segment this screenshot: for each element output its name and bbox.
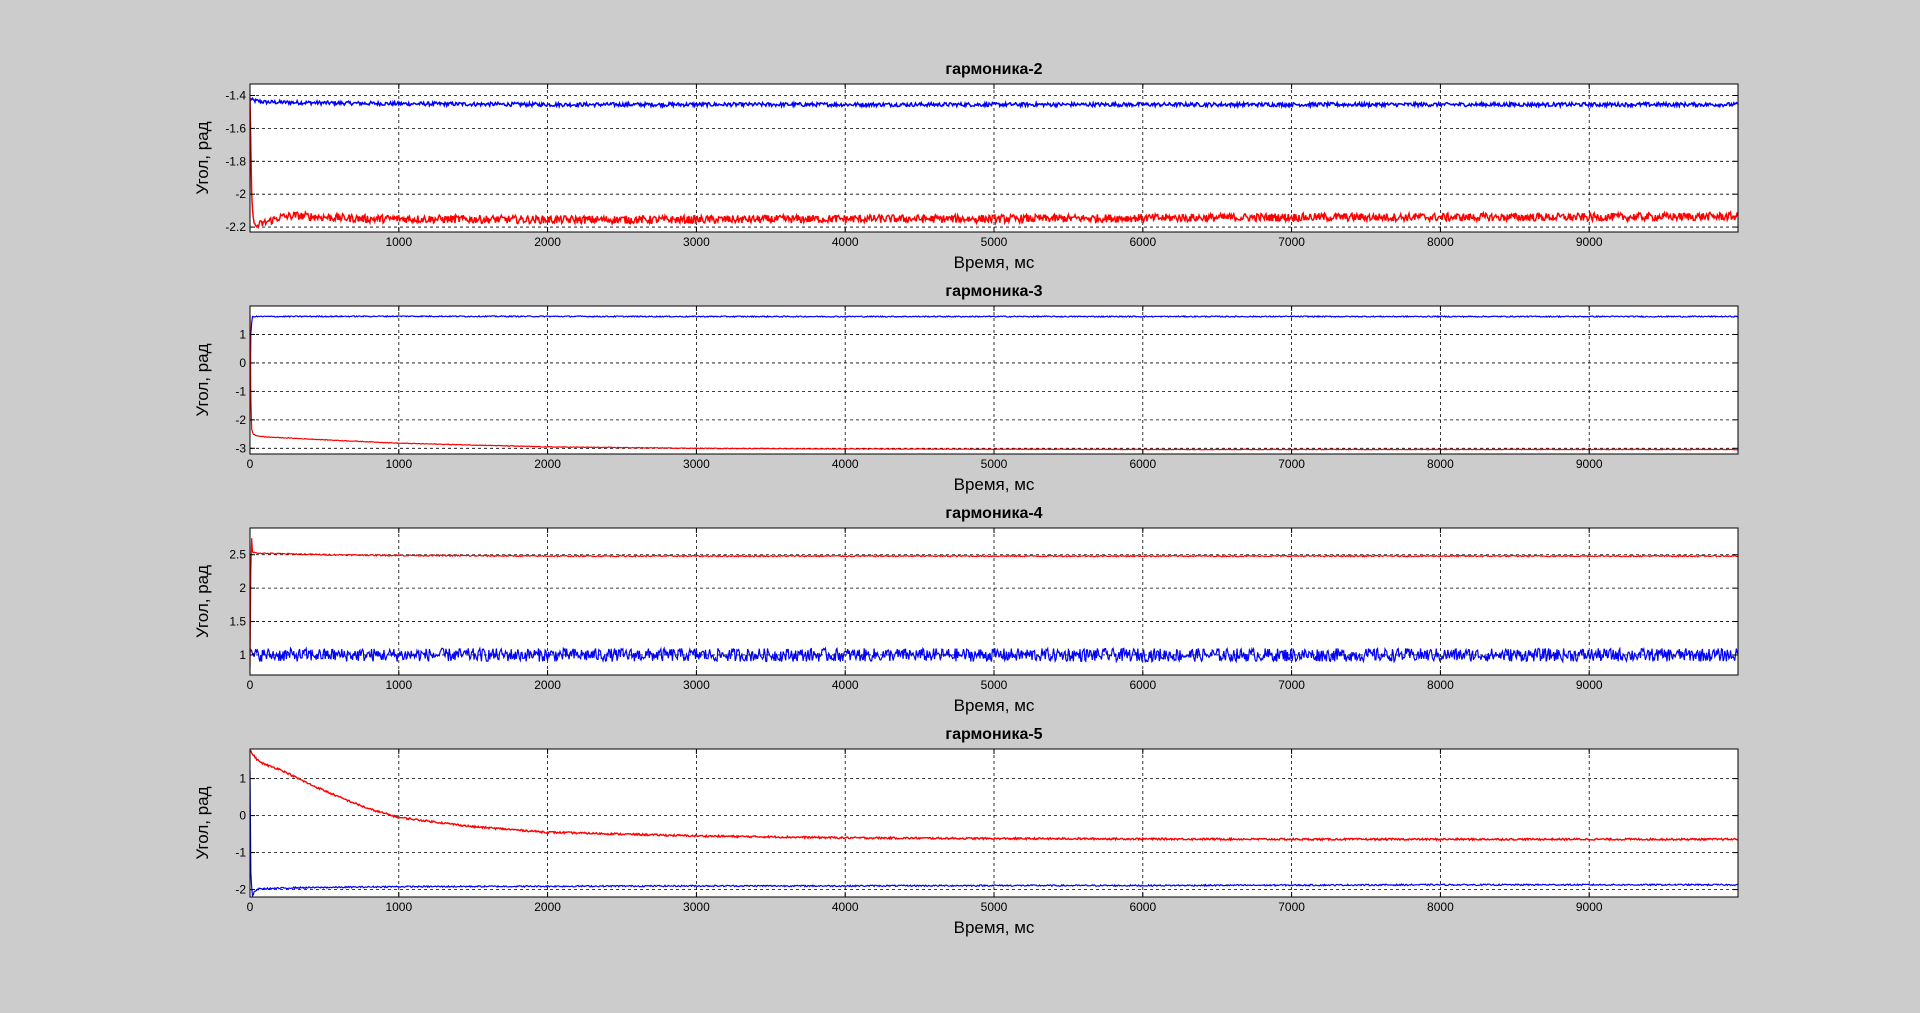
y-tick-label: -2.2	[225, 220, 246, 234]
x-tick-label: 4000	[832, 235, 859, 249]
series-line-2	[250, 750, 1738, 842]
x-tick-label: 0	[247, 457, 254, 471]
x-tick-label: 9000	[1576, 235, 1603, 249]
x-tick-label: 7000	[1278, 235, 1305, 249]
y-axis-label: Угол, рад	[193, 786, 212, 859]
x-tick-label: 2000	[534, 678, 561, 692]
y-tick-label: 2.5	[229, 548, 246, 562]
x-tick-label: 3000	[683, 900, 710, 914]
x-axis-label: Время, мс	[954, 253, 1035, 272]
x-tick-label: 9000	[1576, 678, 1603, 692]
y-tick-label: 2	[239, 581, 246, 595]
subplot-title: гармоника-3	[945, 283, 1042, 300]
x-tick-label: 3000	[683, 235, 710, 249]
x-tick-label: 2000	[534, 900, 561, 914]
x-tick-label: 6000	[1129, 678, 1156, 692]
y-tick-label: 1.5	[229, 615, 246, 629]
x-tick-label: 8000	[1427, 900, 1454, 914]
x-tick-label: 5000	[981, 678, 1008, 692]
x-tick-label: 2000	[534, 235, 561, 249]
x-tick-label: 0	[247, 900, 254, 914]
series-line-1	[250, 770, 1738, 897]
x-tick-label: 8000	[1427, 678, 1454, 692]
y-tick-label: -1	[235, 384, 246, 398]
y-axis-label: Угол, рад	[193, 343, 212, 416]
y-tick-label: -2	[235, 413, 246, 427]
subplot-2: 0 1000 2000 3000 4000 5000 6000 7000 8000 9000 -3 -…	[193, 283, 1739, 494]
y-axis-label: Угол, рад	[193, 121, 212, 194]
series-line-1	[250, 646, 1738, 664]
x-tick-label: 4000	[832, 900, 859, 914]
x-tick-label: 1000	[385, 900, 412, 914]
y-tick-label: 0	[239, 809, 246, 823]
y-tick-label: -1.6	[225, 121, 246, 135]
x-tick-label: 4000	[832, 678, 859, 692]
y-tick-label: -3	[235, 441, 246, 455]
x-tick-label: 6000	[1129, 900, 1156, 914]
subplot-3: 0 1000 2000 3000 4000 5000 6000 7000 8000 9000 1 1.…	[193, 505, 1739, 715]
x-tick-label: 9000	[1576, 900, 1603, 914]
series-line-1	[250, 96, 1738, 110]
subplot-title: гармоника-5	[945, 726, 1042, 743]
subplot-title: гармоника-2	[945, 61, 1042, 78]
x-tick-label: 7000	[1278, 457, 1305, 471]
x-tick-label: 6000	[1129, 457, 1156, 471]
y-axis-label: Угол, рад	[193, 565, 212, 638]
x-tick-label: 4000	[832, 457, 859, 471]
y-tick-label: -1.8	[225, 154, 246, 168]
x-tick-label: 7000	[1278, 900, 1305, 914]
x-tick-label: 7000	[1278, 678, 1305, 692]
series-line-2	[250, 538, 1738, 668]
x-tick-label: 1000	[385, 678, 412, 692]
x-tick-label: 5000	[981, 900, 1008, 914]
y-tick-label: -1	[235, 846, 246, 860]
x-tick-label: 0	[247, 678, 254, 692]
x-tick-label: 3000	[683, 678, 710, 692]
y-tick-label: 1	[239, 772, 246, 786]
subplot-title: гармоника-4	[945, 505, 1042, 522]
x-tick-label: 1000	[385, 457, 412, 471]
x-tick-label: 5000	[981, 235, 1008, 249]
y-tick-label: 1	[239, 648, 246, 662]
series-line-1	[250, 314, 1738, 415]
x-tick-label: 3000	[683, 457, 710, 471]
x-axis-label: Время, мс	[954, 475, 1035, 494]
x-tick-label: 9000	[1576, 457, 1603, 471]
x-tick-label: 8000	[1427, 235, 1454, 249]
y-tick-label: 0	[239, 356, 246, 370]
series-line-2	[250, 97, 1738, 230]
y-tick-label: 1	[239, 327, 246, 341]
y-tick-label: -2	[235, 187, 246, 201]
x-tick-label: 6000	[1129, 235, 1156, 249]
x-tick-label: 1000	[385, 235, 412, 249]
x-tick-label: 2000	[534, 457, 561, 471]
x-tick-label: 8000	[1427, 457, 1454, 471]
subplot-4: 0 1000 2000 3000 4000 5000 6000 7000 8000 9000 -2 -…	[193, 726, 1739, 937]
subplot-1: 1000 2000 3000 4000 5000 6000 7000 8000 9000 -2.2…	[193, 61, 1739, 272]
x-tick-label: 5000	[981, 457, 1008, 471]
y-tick-label: -1.4	[225, 89, 246, 103]
x-axis-label: Время, мс	[954, 918, 1035, 937]
x-axis-label: Время, мс	[954, 696, 1035, 715]
y-tick-label: -2	[235, 883, 246, 897]
